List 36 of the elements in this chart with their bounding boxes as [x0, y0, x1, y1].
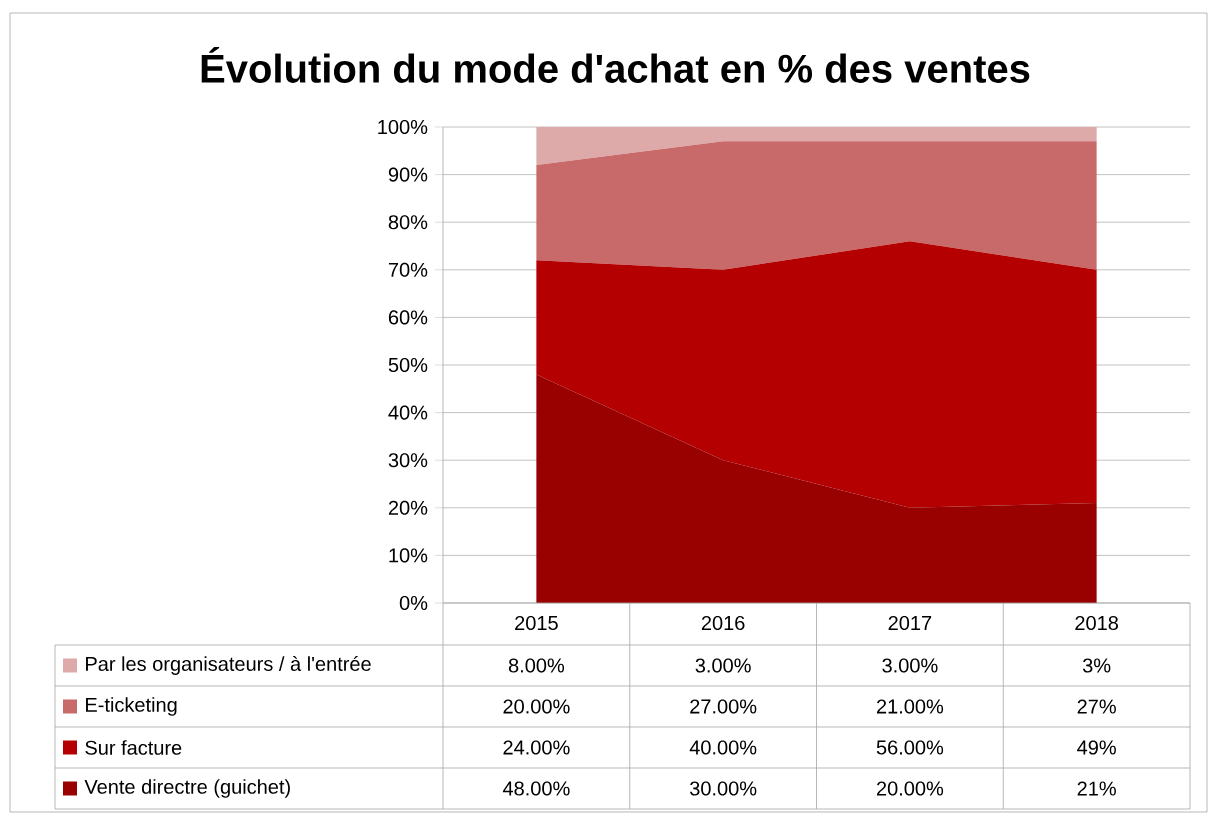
- data-label: 24.00%: [503, 740, 570, 755]
- legend-label: E-ticketing: [86, 697, 177, 716]
- y-tick-label: 70%: [388, 262, 428, 277]
- y-tick-label: 50%: [388, 357, 428, 373]
- data-label: 3.00%: [882, 658, 938, 673]
- chart-title: Évolution du mode d'achat en % des ventes: [201, 47, 1030, 83]
- y-tick-label: 0%: [399, 595, 428, 611]
- data-label: 40.00%: [689, 740, 757, 755]
- x-tick-label: 2015: [515, 615, 558, 631]
- legend-label: Sur facture: [85, 740, 182, 755]
- data-label: 27%: [1077, 699, 1116, 714]
- data-label: 49%: [1077, 740, 1116, 755]
- y-tick-label: 80%: [388, 215, 428, 230]
- y-tick-label: 100%: [378, 119, 428, 135]
- legend-label: Par les organisateurs / à l'entrée: [86, 656, 371, 675]
- data-label: 8.00%: [508, 658, 565, 673]
- data-label: 21%: [1077, 781, 1116, 796]
- data-label: 27.00%: [690, 699, 757, 714]
- y-tick-label: 10%: [389, 548, 428, 563]
- y-tick-label: 90%: [388, 167, 428, 182]
- x-tick-label: 2018: [1075, 615, 1118, 631]
- data-label: 3%: [1082, 658, 1111, 673]
- data-label: 30.00%: [689, 781, 757, 796]
- x-tick-label: 2016: [701, 615, 745, 631]
- data-label: 48.00%: [502, 781, 570, 796]
- legend-label: Vente directre (guichet): [84, 779, 290, 798]
- data-label: 21.00%: [876, 699, 944, 714]
- y-tick-label: 60%: [388, 310, 428, 325]
- data-label: 3.00%: [695, 658, 751, 673]
- y-tick-label: 30%: [388, 453, 428, 468]
- x-tick-label: 2017: [888, 615, 932, 631]
- y-tick-label: 20%: [388, 500, 428, 515]
- data-label: 20.00%: [876, 781, 944, 796]
- y-tick-label: 40%: [388, 405, 428, 420]
- data-label: 20.00%: [503, 699, 570, 714]
- data-label: 56.00%: [876, 740, 944, 755]
